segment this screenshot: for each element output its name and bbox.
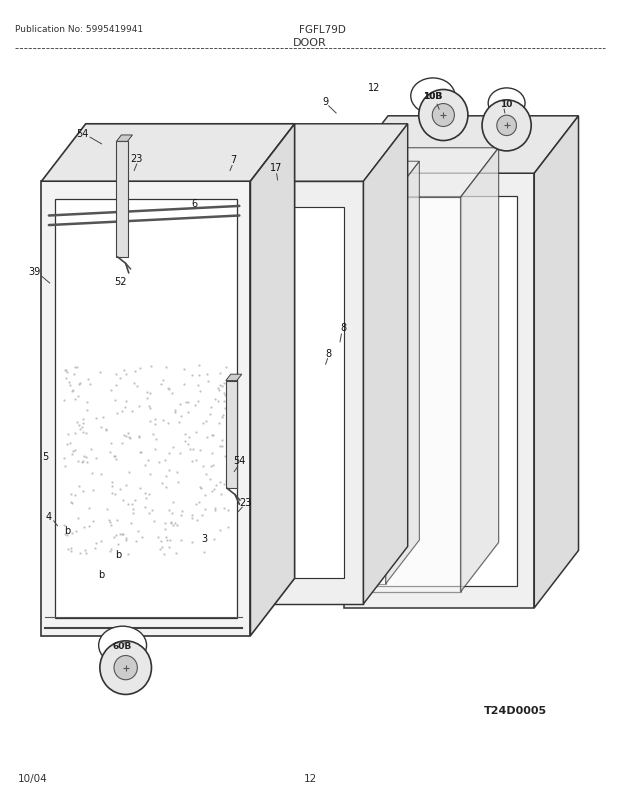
Ellipse shape	[482, 101, 531, 152]
Ellipse shape	[411, 79, 455, 115]
Ellipse shape	[432, 104, 454, 128]
Ellipse shape	[418, 91, 468, 141]
Polygon shape	[42, 124, 294, 182]
Polygon shape	[294, 198, 461, 592]
Text: 12: 12	[368, 83, 381, 93]
Text: DOOR: DOOR	[293, 38, 327, 48]
Text: 5: 5	[43, 452, 49, 462]
Text: 8: 8	[326, 348, 332, 358]
Text: 23: 23	[131, 154, 143, 164]
Text: 4: 4	[46, 512, 52, 521]
Text: 8: 8	[341, 322, 347, 333]
Text: 10B: 10B	[423, 92, 443, 101]
Text: b: b	[98, 569, 104, 579]
Text: eReplacementParts.com: eReplacementParts.com	[226, 403, 370, 415]
Text: b: b	[115, 549, 122, 559]
Polygon shape	[461, 148, 498, 592]
Polygon shape	[254, 162, 419, 206]
Polygon shape	[55, 200, 237, 618]
Polygon shape	[117, 142, 128, 257]
Polygon shape	[226, 375, 242, 381]
Polygon shape	[294, 148, 498, 198]
Ellipse shape	[114, 656, 138, 680]
Polygon shape	[226, 381, 237, 488]
Text: 52: 52	[115, 277, 127, 286]
Text: 10B: 10B	[423, 92, 443, 101]
Polygon shape	[534, 116, 578, 608]
Text: 3: 3	[202, 533, 207, 543]
Polygon shape	[344, 174, 534, 608]
Ellipse shape	[488, 89, 525, 119]
Text: T24D0005: T24D0005	[484, 706, 547, 715]
Text: 54: 54	[76, 129, 89, 140]
Text: b: b	[64, 525, 71, 535]
Polygon shape	[117, 136, 133, 142]
Text: 7: 7	[230, 155, 236, 164]
Text: 17: 17	[270, 163, 282, 172]
Polygon shape	[176, 182, 363, 604]
Text: 10/04: 10/04	[18, 773, 48, 784]
Text: 23: 23	[239, 497, 252, 507]
Text: 39: 39	[29, 266, 41, 276]
Ellipse shape	[497, 116, 516, 136]
Polygon shape	[42, 182, 250, 636]
Polygon shape	[386, 162, 419, 584]
Polygon shape	[361, 196, 517, 585]
Text: FGFL79D: FGFL79D	[299, 25, 346, 35]
Text: 54: 54	[233, 456, 246, 466]
Text: 10: 10	[500, 99, 513, 108]
Polygon shape	[344, 116, 578, 174]
Polygon shape	[176, 124, 408, 182]
Text: Publication No: 5995419941: Publication No: 5995419941	[15, 25, 143, 34]
Polygon shape	[254, 206, 386, 584]
Text: 6: 6	[192, 198, 198, 209]
Text: 12: 12	[303, 773, 317, 784]
Polygon shape	[250, 124, 294, 636]
Text: 60B: 60B	[113, 641, 132, 650]
Ellipse shape	[99, 626, 146, 665]
Polygon shape	[196, 208, 344, 578]
Ellipse shape	[100, 641, 151, 695]
Text: 9: 9	[322, 96, 329, 107]
Polygon shape	[363, 124, 408, 604]
